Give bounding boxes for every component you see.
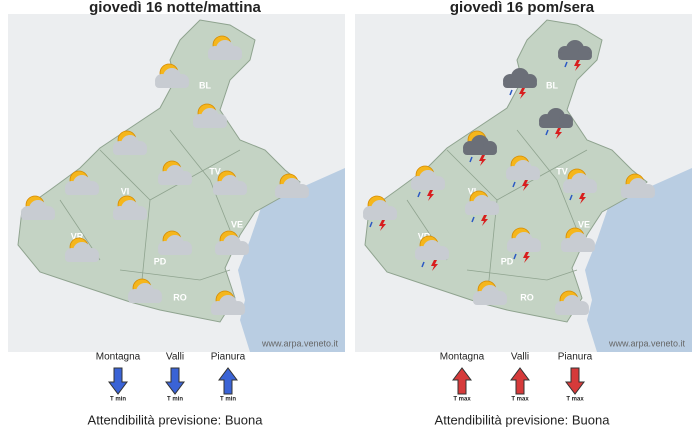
forecast-panel: giovedì 16 notte/mattina BL TV VI VR PD RO VE ww… — [8, 0, 345, 427]
cloud — [473, 297, 507, 305]
province-label: VR — [71, 231, 84, 241]
rain — [512, 181, 516, 188]
cloud — [415, 252, 449, 260]
lightning — [523, 252, 530, 263]
cloud — [211, 307, 245, 315]
cloud — [539, 120, 573, 128]
lightning — [431, 260, 438, 271]
trend-arrow — [452, 367, 472, 395]
sea — [238, 168, 345, 352]
trend-label: T max — [566, 397, 584, 403]
province-label: TV — [556, 166, 568, 176]
reliability: Attendibilità previsione: Buona — [88, 412, 264, 427]
lightning — [522, 180, 529, 191]
cloud — [621, 190, 655, 198]
rain — [369, 221, 373, 228]
province-label: PD — [154, 256, 167, 266]
lightning — [379, 220, 386, 231]
cloud — [507, 244, 541, 252]
cloud — [113, 212, 147, 220]
sea — [585, 168, 692, 352]
province-label: BL — [546, 80, 558, 90]
zone-label: Valli — [511, 352, 529, 363]
zone-label: Pianura — [558, 352, 593, 363]
credit: www.arpa.veneto.it — [608, 338, 686, 348]
trend-label: T min — [220, 397, 236, 403]
cloud — [208, 52, 242, 60]
cloud — [21, 212, 55, 220]
panel-title: giovedì 16 notte/mattina — [89, 0, 261, 16]
zone-label: Pianura — [211, 352, 246, 363]
rain — [564, 61, 568, 68]
cloud — [128, 295, 162, 303]
rain — [469, 156, 473, 163]
zone-label: Valli — [166, 352, 184, 363]
reliability: Attendibilità previsione: Buona — [435, 412, 611, 427]
panel-title: giovedì 16 pom/sera — [450, 0, 595, 16]
cloud — [65, 254, 99, 262]
cloud — [463, 147, 497, 155]
rain — [417, 191, 421, 198]
province-label: BL — [199, 80, 211, 90]
cloud — [213, 187, 247, 195]
zone-label: Montagna — [96, 352, 141, 363]
cloud — [215, 247, 249, 255]
trend-arrow — [510, 367, 530, 395]
province-label: VI — [121, 186, 130, 196]
trend-arrow — [565, 367, 585, 395]
lightning — [519, 88, 526, 99]
rain — [545, 129, 549, 136]
trend-arrow — [218, 367, 238, 395]
province-label: TV — [209, 166, 221, 176]
province-label: VE — [231, 219, 243, 229]
zone-label: Montagna — [440, 352, 485, 363]
trend-label: T min — [167, 397, 183, 403]
lightning — [574, 60, 581, 71]
province-label: RO — [520, 292, 534, 302]
cloud — [155, 80, 189, 88]
cloud — [465, 207, 499, 215]
lightning — [555, 128, 562, 139]
cloud — [563, 185, 597, 193]
cloud — [113, 147, 147, 155]
trend-label: T min — [110, 397, 126, 403]
province-label: VE — [578, 219, 590, 229]
rain — [509, 89, 513, 96]
province-label: VI — [468, 186, 477, 196]
cloud — [158, 177, 192, 185]
cloud — [561, 244, 595, 252]
cloud — [65, 187, 99, 195]
lightning — [579, 193, 586, 204]
cloud — [411, 182, 445, 190]
cloud — [363, 212, 397, 220]
trend-arrow — [108, 367, 128, 395]
cloud — [275, 190, 309, 198]
trend-label: T max — [511, 397, 529, 403]
province-borders — [406, 129, 588, 301]
rain — [471, 216, 475, 223]
province-label: VR — [418, 231, 431, 241]
province-label: PD — [501, 256, 514, 266]
cloud — [555, 307, 589, 315]
trend-label: T max — [453, 397, 471, 403]
cloud — [558, 52, 592, 60]
rain — [421, 261, 425, 268]
rain — [513, 253, 517, 260]
credit: www.arpa.veneto.it — [261, 338, 339, 348]
cloud — [506, 172, 540, 180]
lightning — [479, 155, 486, 166]
cloud — [193, 120, 227, 128]
province-borders — [59, 129, 241, 301]
rain — [569, 194, 573, 201]
forecast-panel: giovedì 16 pom/sera BL TV VI VR PD RO VE www.arp… — [355, 0, 692, 427]
cloud — [158, 247, 192, 255]
province-label: RO — [173, 292, 187, 302]
lightning — [481, 215, 488, 226]
trend-arrow — [165, 367, 185, 395]
cloud — [503, 80, 537, 88]
lightning — [427, 190, 434, 201]
